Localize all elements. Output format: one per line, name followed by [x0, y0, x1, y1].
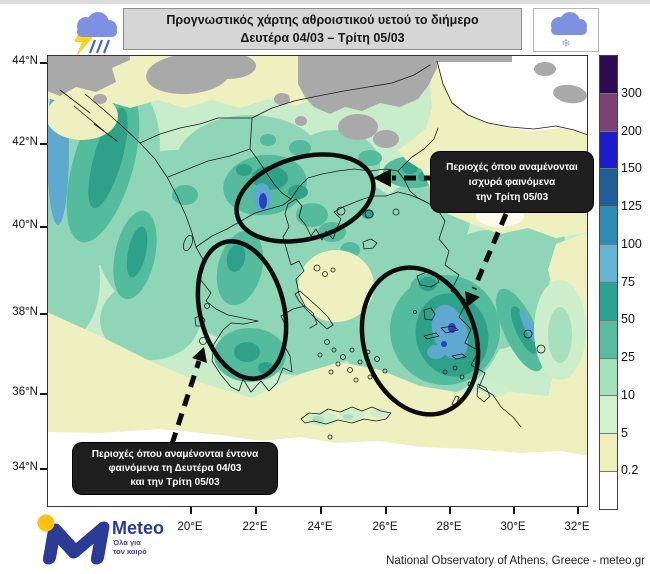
colorbar-segment: [600, 93, 617, 132]
credit-text: National Observatory of Athens, Greece -…: [386, 555, 645, 567]
lat-tick: [40, 143, 47, 145]
lat-label: 36°N: [12, 386, 38, 398]
lon-tick: [513, 507, 515, 514]
logo-sun-dot: [37, 514, 55, 532]
annotation-arrows: [169, 169, 509, 445]
lon-label: 20°E: [177, 521, 203, 533]
highlight-ellipses: [195, 152, 481, 417]
precip-extreme-blue: [259, 193, 456, 347]
top-strip: [0, 0, 650, 4]
snow-cloud-icon: ❄: [551, 12, 587, 50]
lat-tick: [40, 62, 47, 64]
lon-tick: [577, 507, 579, 514]
lon-label: 28°E: [436, 521, 462, 533]
colorbar-tick-label: 50: [621, 312, 635, 327]
lat-tick: [40, 226, 47, 228]
colorbar-tick-label: 0.2: [621, 463, 639, 478]
lon-tick: [190, 507, 192, 514]
lat-label: 40°N: [12, 219, 38, 231]
lon-label: 26°E: [372, 521, 398, 533]
map-frame: [47, 55, 588, 507]
precip-light-green: [312, 307, 572, 424]
callout-line: την Τρίτη 05/03: [475, 191, 549, 203]
lon-label: 32°E: [564, 521, 590, 533]
colorbar-segment: [600, 358, 617, 397]
callout-line: Περιοχές όπου αναμένονται έντονα: [91, 448, 259, 460]
callout-line: και την Τρίτη 05/03: [130, 476, 220, 488]
no-data-gray: [47, 55, 587, 148]
colorbar-tick-label: 100: [621, 236, 642, 251]
colorbar-segment: [600, 282, 617, 321]
colorbar-segment: [600, 434, 617, 473]
colorbar-tick-label: 200: [621, 123, 642, 138]
arrow-west-head: [192, 347, 207, 363]
colorbar-segment: [600, 207, 617, 246]
logo-slogan: Όλα για τον καιρό: [113, 538, 147, 556]
lon-tick: [320, 507, 322, 514]
lon-tick: [449, 507, 451, 514]
arrow-west-line: [169, 360, 202, 445]
colorbar-segment: [600, 131, 617, 170]
callout-line: Περιοχές όπου αναμένονται: [446, 161, 578, 173]
lon-tick: [385, 507, 387, 514]
colorbar-tick-label: 5: [621, 425, 628, 440]
colorbar-tick-label: 25: [621, 350, 635, 364]
highlight-ellipse-north: [234, 152, 376, 244]
lon-label: 22°E: [242, 521, 268, 533]
colorbar-tick-label: 300: [621, 85, 642, 100]
meteo-logo: Meteo Όλα για τον καιρό: [30, 510, 230, 570]
lon-tick: [255, 507, 257, 514]
highlight-ellipse-west: [195, 239, 289, 381]
lat-tick: [40, 393, 47, 395]
callout-line: φαινόμενα τη Δευτέρα 04/03: [108, 462, 242, 474]
meteo-m-icon: [37, 514, 110, 565]
colorbar-segment: [600, 472, 617, 509]
map-title: Προγνωστικός χάρτης αθροιστικού υετού το…: [123, 8, 522, 50]
precipitation-colorbar: [599, 55, 618, 510]
lon-label: 24°E: [307, 521, 333, 533]
colorbar-segment: [600, 245, 617, 283]
arrow-east-line: [471, 213, 509, 290]
colorbar-segment: [600, 169, 617, 208]
map-canvas: [47, 55, 588, 507]
colorbar-segment: [600, 396, 617, 435]
thunderstorm-icon: [74, 12, 117, 57]
colorbar-tick-label: 150: [621, 161, 642, 176]
title-line-1: Προγνωστικός χάρτης αθροιστικού υετού το…: [166, 13, 479, 27]
lat-label: 34°N: [12, 461, 38, 473]
lon-label: 30°E: [500, 521, 526, 533]
snow-icon-box: ❄: [533, 8, 599, 52]
logo-brand: Meteo: [112, 518, 165, 538]
colorbar-tick-label: 75: [621, 274, 635, 289]
callout-intense-phenomena: Περιοχές όπου αναμένονται έντονα φαινόμε…: [73, 443, 277, 494]
arrow-east-head: [465, 291, 480, 307]
lat-tick: [40, 313, 47, 315]
arrow-north-head: [373, 169, 391, 187]
callout-strong-phenomena: Περιοχές όπου αναμένονται ισχυρά φαινόμε…: [431, 152, 593, 212]
snowflake-icon: ❄: [561, 38, 570, 50]
colorbar-tick-label: 10: [621, 387, 635, 402]
colorbar-tick-label: 125: [621, 199, 642, 213]
lat-label: 42°N: [12, 136, 38, 148]
lat-label: 38°N: [12, 306, 38, 318]
callout-line: ισχυρά φαινόμενα: [468, 176, 556, 188]
lat-label: 44°N: [12, 55, 38, 67]
highlight-ellipse-east: [359, 265, 481, 417]
title-line-2: Δευτέρα 04/03 – Τρίτη 05/03: [240, 31, 405, 45]
colorbar-segment: [600, 320, 617, 359]
lat-tick: [40, 468, 47, 470]
colorbar-segment: [600, 56, 617, 94]
